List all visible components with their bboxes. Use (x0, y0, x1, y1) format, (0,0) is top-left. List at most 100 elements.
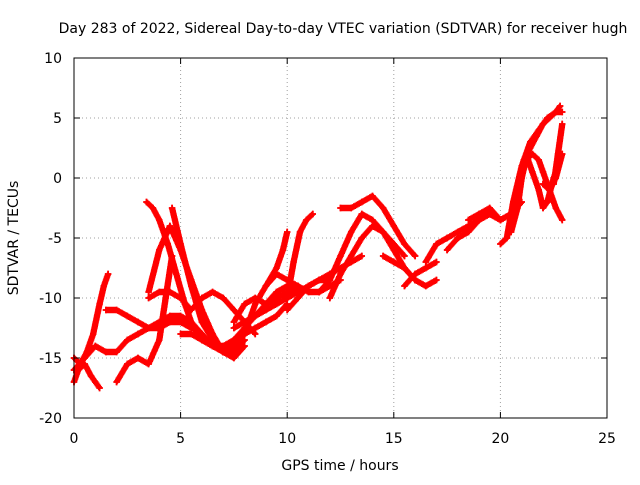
data-point (544, 198, 551, 206)
data-point (554, 150, 562, 158)
data-point (262, 318, 270, 326)
data-point (198, 336, 206, 344)
data-point (546, 114, 553, 122)
data-point (284, 294, 291, 302)
data-point (535, 156, 542, 164)
data-point (92, 378, 99, 386)
data-point (166, 312, 174, 320)
data-point (113, 306, 120, 314)
data-point (309, 210, 316, 218)
data-point (294, 282, 302, 290)
data-point (401, 282, 408, 290)
series-track-5 (113, 252, 176, 386)
data-point (326, 294, 334, 302)
data-point (177, 294, 184, 302)
data-point (514, 204, 521, 212)
data-point (379, 204, 387, 212)
data-point (188, 306, 195, 314)
axis-ticks: 0 5 10 15 20 25 10 5 0 -5 -10 -15 -20 (39, 51, 616, 447)
data-point (347, 252, 355, 260)
data-point (230, 306, 238, 314)
data-point (177, 318, 184, 326)
y-tick-label: -5 (48, 231, 62, 247)
data-point (230, 354, 238, 362)
data-point (92, 342, 99, 350)
series-track-10 (177, 300, 291, 350)
data-point (220, 294, 227, 302)
data-point (305, 282, 312, 290)
data-point (529, 150, 536, 158)
y-axis-label: SDTVAR / TECUs (6, 181, 22, 296)
data-point (454, 228, 461, 236)
data-point (518, 162, 525, 170)
data-point (401, 252, 408, 260)
data-point (143, 198, 150, 206)
y-tick-label: 0 (53, 171, 62, 187)
data-point (559, 120, 566, 128)
data-point (166, 318, 174, 326)
data-point (347, 228, 355, 236)
data-point (134, 318, 142, 326)
data-point (443, 234, 451, 242)
data-point (358, 234, 366, 242)
data-point (550, 180, 557, 188)
data-point (273, 264, 280, 272)
data-point (156, 216, 163, 224)
x-tick-label: 15 (385, 431, 403, 447)
data-point (369, 192, 376, 200)
data-point (433, 258, 440, 266)
data-point (411, 252, 419, 260)
data-point (475, 210, 483, 218)
data-point (279, 246, 287, 254)
data-point (296, 228, 304, 236)
data-point (113, 348, 120, 356)
data-point (177, 240, 184, 248)
data-point (497, 240, 504, 248)
data-point (337, 252, 344, 260)
data-point (156, 336, 163, 344)
data-point (113, 378, 120, 386)
data-point (273, 300, 280, 308)
data-point (465, 216, 472, 224)
x-tick-label: 25 (598, 431, 616, 447)
data-point (401, 240, 408, 248)
data-point (454, 234, 461, 242)
data-point (81, 354, 88, 362)
data-point (390, 246, 397, 254)
x-tick-label: 5 (176, 431, 185, 447)
data-point (89, 330, 97, 338)
data-point (149, 204, 157, 212)
data-point (337, 204, 344, 212)
series-track-16 (284, 210, 316, 302)
data-point (539, 204, 547, 212)
data-point (220, 348, 227, 356)
series-track-19 (337, 192, 419, 260)
data-point (315, 276, 323, 284)
data-point (209, 288, 216, 296)
data-point (390, 258, 397, 266)
data-point (209, 342, 216, 350)
data-point (241, 318, 248, 326)
data-point (145, 360, 152, 368)
data-point (145, 324, 152, 332)
data-point (177, 330, 184, 338)
data-point (156, 288, 163, 296)
data-point (230, 318, 238, 326)
data-point (486, 204, 493, 212)
data-point (284, 228, 291, 236)
data-point (539, 168, 547, 176)
data-point (166, 222, 174, 230)
data-point (241, 300, 248, 308)
data-point (422, 264, 429, 272)
data-point (164, 240, 172, 248)
data-point (96, 384, 103, 392)
data-point (527, 144, 534, 152)
data-point (273, 312, 280, 320)
y-tick-label: -10 (39, 291, 62, 307)
data-point (475, 216, 483, 224)
data-point (156, 246, 163, 254)
data-point (173, 270, 180, 278)
